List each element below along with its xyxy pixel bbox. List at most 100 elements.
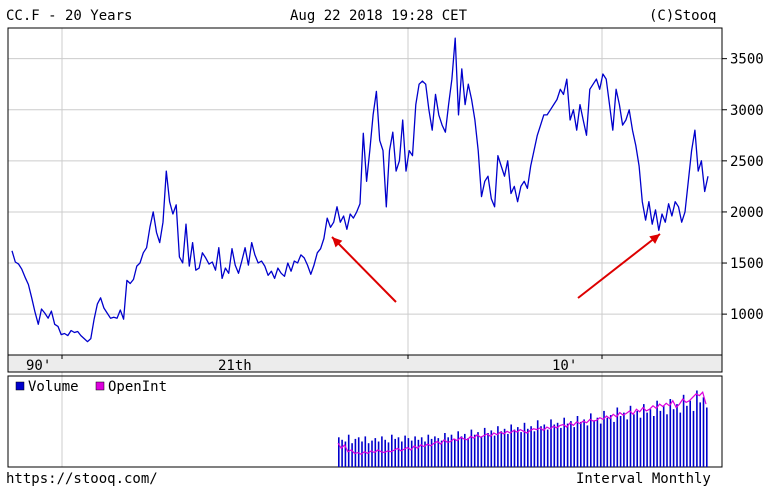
gridlines: [8, 28, 722, 467]
volume-bar: [646, 412, 648, 467]
volume-bar: [371, 440, 373, 467]
x-tick-label: 21th: [218, 358, 252, 374]
price-panel-frame: [7, 27, 723, 356]
volume-bar: [424, 441, 426, 467]
volume-bar: [417, 439, 420, 467]
volume-bar: [460, 436, 463, 467]
volume-bar: [464, 433, 466, 467]
volume-bar: [633, 414, 635, 467]
legend-swatch-volume: [15, 381, 25, 391]
volume-bar: [407, 438, 410, 467]
volume-bar: [397, 437, 400, 467]
copyright: (C)Stooq: [649, 8, 717, 24]
volume-bar: [702, 397, 705, 467]
volume-bar: [341, 439, 343, 467]
volume-bar: [410, 440, 413, 467]
annotation-arrows: [331, 233, 661, 303]
volume-bar: [387, 442, 390, 467]
y-tick-label: 3000: [730, 103, 764, 119]
volume-bar: [483, 427, 486, 467]
volume-bar: [530, 426, 532, 467]
volume-bar: [672, 409, 675, 467]
volume-bar: [629, 405, 632, 467]
x-axis-ticks: 90' 21th 10': [26, 355, 603, 374]
volume-bar: [653, 416, 655, 467]
volume-bar: [699, 402, 701, 467]
arrow-left-head: [332, 237, 343, 248]
volume-bar: [666, 414, 668, 467]
volume-bar: [662, 405, 665, 467]
x-tick-label: 10': [552, 358, 577, 374]
volume-bar: [367, 443, 370, 467]
legend-swatch-openint: [95, 381, 105, 391]
volume-bar: [457, 431, 459, 467]
volume-bar: [497, 426, 499, 467]
volume-bar: [520, 432, 522, 467]
volume-bar: [603, 410, 605, 467]
volume-bar: [467, 438, 469, 467]
arrow-left-shaft: [331, 236, 397, 303]
chart-title: CC.F - 20 Years: [6, 8, 133, 24]
arrow-right-shaft: [577, 233, 661, 299]
volume-bar: [636, 410, 638, 467]
volume-bar: [444, 433, 446, 467]
volume-bar: [540, 426, 542, 467]
volume-bar: [430, 438, 433, 467]
volume-bar: [420, 437, 423, 467]
y-tick-label: 2500: [730, 154, 764, 170]
volume-bar: [570, 421, 572, 467]
volume-bar: [682, 394, 685, 468]
volume-bar: [643, 404, 645, 467]
site-link[interactable]: https://stooq.com/: [6, 471, 158, 487]
volume-bar: [401, 441, 403, 467]
volume-bar: [576, 416, 579, 467]
volume-bar: [619, 416, 622, 467]
volume-bar: [689, 400, 691, 467]
volume-bar: [427, 434, 430, 467]
volume-bar: [623, 412, 625, 467]
volume-bar: [477, 432, 479, 467]
volume-bar: [473, 434, 476, 467]
volume-bar: [616, 407, 619, 467]
volume-bar: [490, 430, 493, 467]
volume-bar: [599, 423, 602, 467]
price-line: [11, 37, 709, 343]
volume-bar: [440, 440, 443, 467]
volume-bar: [583, 419, 585, 467]
volume-bar: [606, 417, 609, 467]
y-tick-label: 1000: [730, 307, 764, 323]
open-interest-series: [337, 391, 707, 456]
volume-bar: [493, 435, 496, 467]
volume-bar: [344, 441, 347, 467]
volume-bar: [590, 413, 592, 467]
volume-bar: [404, 435, 406, 467]
volume-bar: [470, 429, 473, 467]
volume-bar: [533, 431, 536, 467]
volume-bar: [351, 443, 353, 467]
volume-bar: [434, 436, 436, 467]
volume-bar: [566, 423, 569, 467]
volume-bar: [696, 390, 698, 467]
legend-label-volume: Volume: [28, 379, 79, 395]
volume-bar: [338, 437, 340, 467]
volume-bar: [384, 439, 386, 467]
volume-bar: [503, 428, 506, 468]
volume-bar: [676, 404, 678, 467]
volume-bar: [500, 431, 503, 467]
volume-bar: [556, 422, 559, 467]
volume-bar: [517, 427, 519, 467]
volume-bar: [706, 407, 708, 467]
volume-bar: [613, 421, 615, 467]
volume-bar: [487, 433, 489, 467]
volume-bar: [414, 436, 416, 467]
volume-bar: [596, 417, 599, 467]
interval-label: Interval Monthly: [576, 471, 711, 487]
volume-bar: [510, 424, 512, 467]
x-axis-strip: [7, 354, 723, 373]
volume-bar: [543, 424, 546, 467]
arrow-right-head: [649, 234, 660, 244]
chart-frames: [7, 27, 723, 468]
y-axis-ticks: 3500 3000 2500 2000 1500 1000: [722, 52, 764, 323]
volume-bar: [686, 405, 688, 467]
